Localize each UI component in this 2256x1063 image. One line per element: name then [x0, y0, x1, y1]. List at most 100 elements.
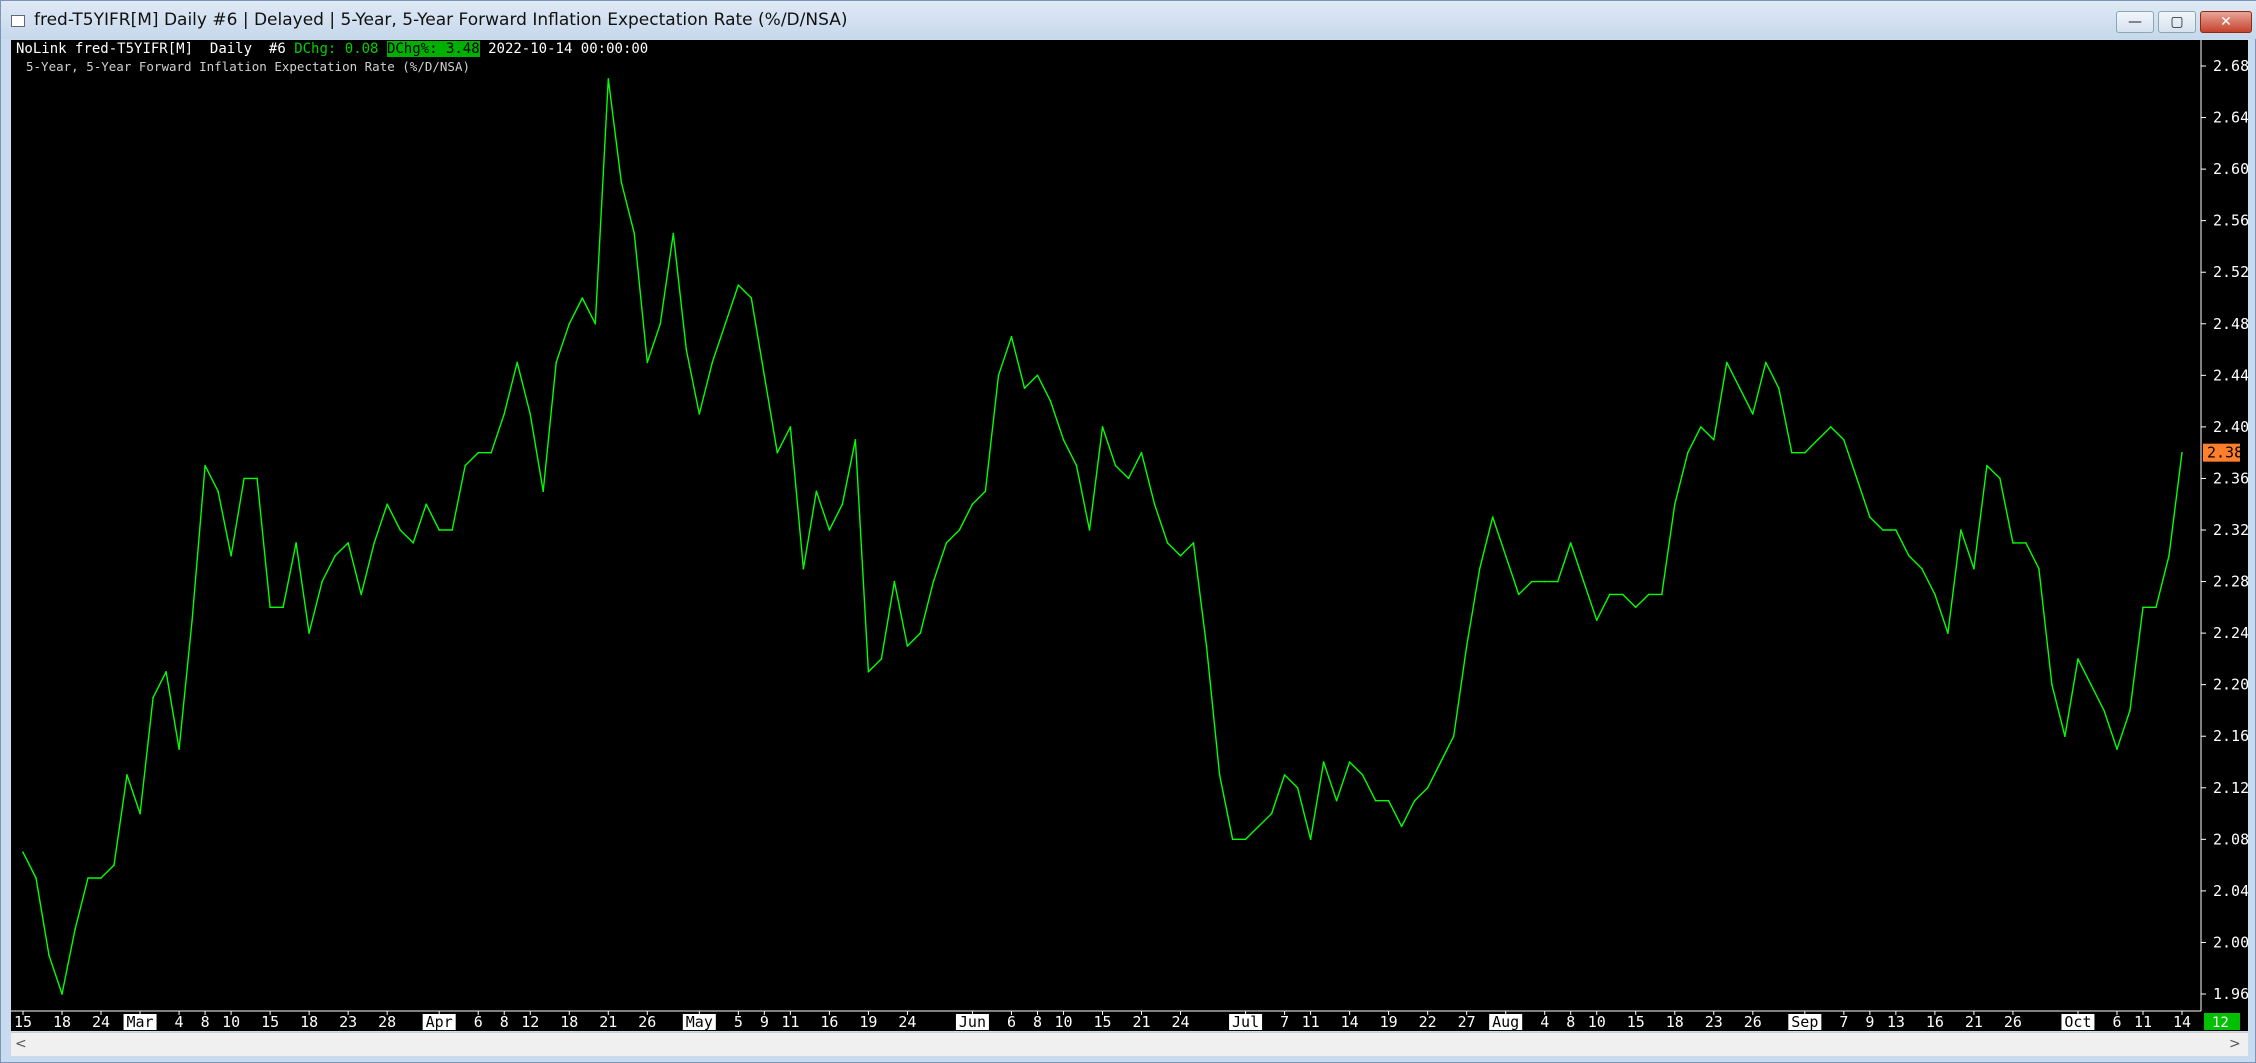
data-point	[1465, 645, 1468, 647]
data-point	[724, 323, 727, 325]
data-point	[191, 619, 193, 621]
data-point	[1713, 439, 1715, 441]
chart-area[interactable]: 2.68 2.64 2.60 2.56 2.52 2.48 2.44 2.40 2.36 2.32…	[11, 40, 2248, 1031]
y-tick-label: 1.96	[2213, 985, 2248, 1003]
data-point	[360, 593, 363, 596]
data-point	[1687, 451, 1689, 454]
data-point	[386, 503, 389, 506]
x-tick-label: 13	[1887, 1013, 1905, 1031]
data-point	[763, 374, 766, 377]
data-point	[802, 567, 805, 570]
x-tick-label: 21	[1965, 1013, 1983, 1031]
title-bar[interactable]: fred-T5YIFR[M] Daily #6 | Delayed | 5-Ye…	[1, 1, 2256, 39]
x-tick-label: 4	[1540, 1013, 1549, 1031]
data-point	[269, 606, 271, 609]
data-point	[1869, 516, 1871, 518]
data-point	[1908, 555, 1910, 557]
horizontal-scrollbar[interactable]: < >	[11, 1032, 2248, 1056]
data-point	[230, 555, 232, 557]
data-point	[1400, 825, 1403, 828]
data-point	[1387, 799, 1390, 802]
x-month-tag	[123, 1014, 157, 1030]
x-tick-label: 6	[1007, 1013, 1016, 1031]
data-point	[633, 232, 636, 235]
data-point	[204, 464, 206, 467]
x-tick-label: 5	[734, 1013, 743, 1031]
data-point	[932, 580, 935, 583]
minimize-icon: —	[2128, 14, 2142, 30]
data-point	[1192, 542, 1195, 544]
x-tick-label: 15	[14, 1013, 32, 1031]
close-icon: ✕	[2220, 14, 2232, 30]
data-point	[1517, 593, 1520, 596]
data-point	[1960, 529, 1962, 531]
data-point	[776, 451, 779, 454]
series-line	[22, 78, 2183, 995]
data-point	[1648, 593, 1650, 596]
data-point	[1374, 799, 1377, 802]
y-tick-label: 2.40	[2213, 418, 2248, 436]
datetime-label: 2022-10-14 00:00:00	[488, 41, 649, 57]
y-tick-label: 2.68	[2213, 57, 2248, 75]
data-point	[1452, 735, 1455, 737]
data-point	[659, 323, 662, 325]
data-point	[1830, 426, 1832, 428]
data-point	[334, 555, 336, 557]
x-tick-label: 19	[1380, 1013, 1398, 1031]
data-point	[1114, 464, 1117, 467]
data-point	[607, 78, 610, 80]
data-point	[646, 361, 649, 364]
scroll-right-icon[interactable]: >	[2229, 1036, 2241, 1052]
symbol-label: fred-T5YIFR[M]	[75, 41, 194, 57]
data-point	[711, 361, 714, 364]
price-chart[interactable]: 2.68 2.64 2.60 2.56 2.52 2.48 2.44 2.40 2.36 2.32…	[11, 40, 2248, 1031]
data-point	[2155, 606, 2157, 609]
x-tick-label: 18	[560, 1013, 578, 1031]
data-point	[321, 580, 323, 583]
maximize-button[interactable]: ▢	[2158, 11, 2196, 33]
data-point	[490, 451, 493, 454]
window-icon	[11, 15, 25, 27]
y-tick-label: 2.16	[2213, 727, 2248, 745]
data-point	[1582, 580, 1585, 583]
scroll-left-icon[interactable]: <	[15, 1036, 27, 1052]
data-point	[2168, 555, 2170, 557]
data-point	[347, 542, 350, 544]
minimize-button[interactable]: —	[2116, 11, 2154, 33]
data-point	[919, 632, 922, 634]
data-point	[698, 413, 701, 415]
link-label: NoLink	[16, 41, 67, 57]
data-point	[1309, 838, 1312, 841]
x-month-label: Mar	[127, 1013, 154, 1031]
data-point	[165, 671, 167, 673]
data-point	[1478, 567, 1481, 570]
x-tick-label: 10	[1588, 1013, 1606, 1031]
data-point	[1634, 606, 1637, 609]
y-tick-label: 2.00	[2213, 933, 2248, 951]
data-point	[87, 877, 89, 879]
dchg-label: DChg: 0.08	[294, 41, 379, 57]
x-tick-label: 9	[760, 1013, 769, 1031]
data-point	[152, 696, 154, 699]
x-tick-label: 11	[1302, 1013, 1320, 1031]
data-point	[61, 993, 63, 995]
x-month-label: Aug	[1492, 1013, 1519, 1031]
data-point	[295, 542, 297, 544]
x-tick-label: 28	[378, 1013, 396, 1031]
y-tick-label: 2.52	[2213, 263, 2248, 281]
x-tick-label: 11	[781, 1013, 799, 1031]
data-point	[2181, 451, 2183, 454]
data-point	[1608, 593, 1611, 596]
data-point	[1986, 464, 1988, 467]
y-tick-label: 2.36	[2213, 469, 2248, 487]
x-month-tag	[2061, 1014, 2095, 1030]
data-point	[1778, 387, 1780, 390]
data-point	[1973, 567, 1975, 570]
data-point	[2064, 735, 2066, 737]
x-tick-label: 22	[1419, 1013, 1437, 1031]
x-month-label: May	[686, 1013, 713, 1031]
data-point	[451, 529, 454, 531]
close-button[interactable]: ✕	[2200, 11, 2252, 33]
y-tick-label: 2.12	[2213, 779, 2248, 797]
data-point	[2051, 683, 2053, 686]
